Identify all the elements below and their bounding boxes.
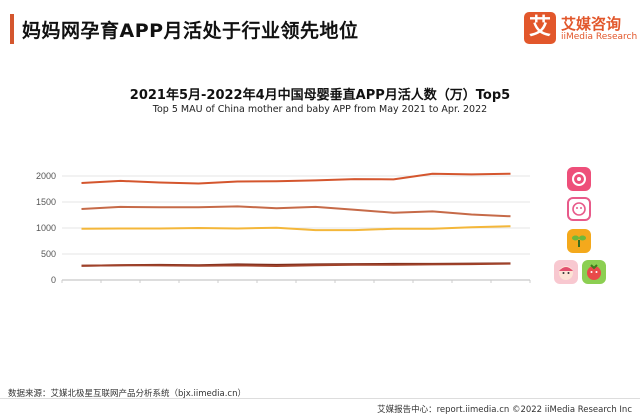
footer-source: 数据来源：艾媒北极星互联网产品分析系统（bjx.iimedia.cn） [8, 389, 246, 399]
sprout-app-icon [567, 229, 591, 253]
chart-subtitle: Top 5 MAU of China mother and baby APP f… [152, 104, 488, 115]
logo-mark: 艾 [524, 12, 556, 44]
page-title: 妈妈网孕育APP月活处于行业领先地位 [22, 20, 359, 42]
series-line-5 [81, 262, 511, 267]
baby-app-icon [567, 197, 591, 221]
iimedia-logo: 艾 艾媒咨询 iiMedia Research [524, 12, 637, 46]
series-line-3 [81, 225, 511, 232]
y-tick-label: 0 [51, 275, 56, 285]
y-tick-label: 1000 [36, 223, 56, 233]
logo-name-cn: 艾媒咨询 [561, 15, 622, 33]
watermelon-app-icon [582, 260, 606, 284]
mama-app-icon [567, 167, 591, 191]
footer-copyright: 艾媒报告中心：report.iimedia.cn ©2022 iiMedia R… [377, 405, 632, 415]
kid-app-icon [554, 260, 578, 284]
logo-name-en: iiMedia Research [561, 32, 638, 42]
chart-title: 2021年5月-2022年4月中国母婴垂直APP月活人数（万）Top5 [129, 88, 511, 103]
y-tick-label: 500 [41, 249, 56, 259]
series-line-2 [81, 205, 511, 218]
footer-divider [0, 398, 640, 399]
header-accent-bar [10, 14, 14, 44]
series-line-1 [81, 172, 511, 185]
y-tick-label: 2000 [36, 171, 56, 181]
y-tick-label: 1500 [36, 197, 56, 207]
